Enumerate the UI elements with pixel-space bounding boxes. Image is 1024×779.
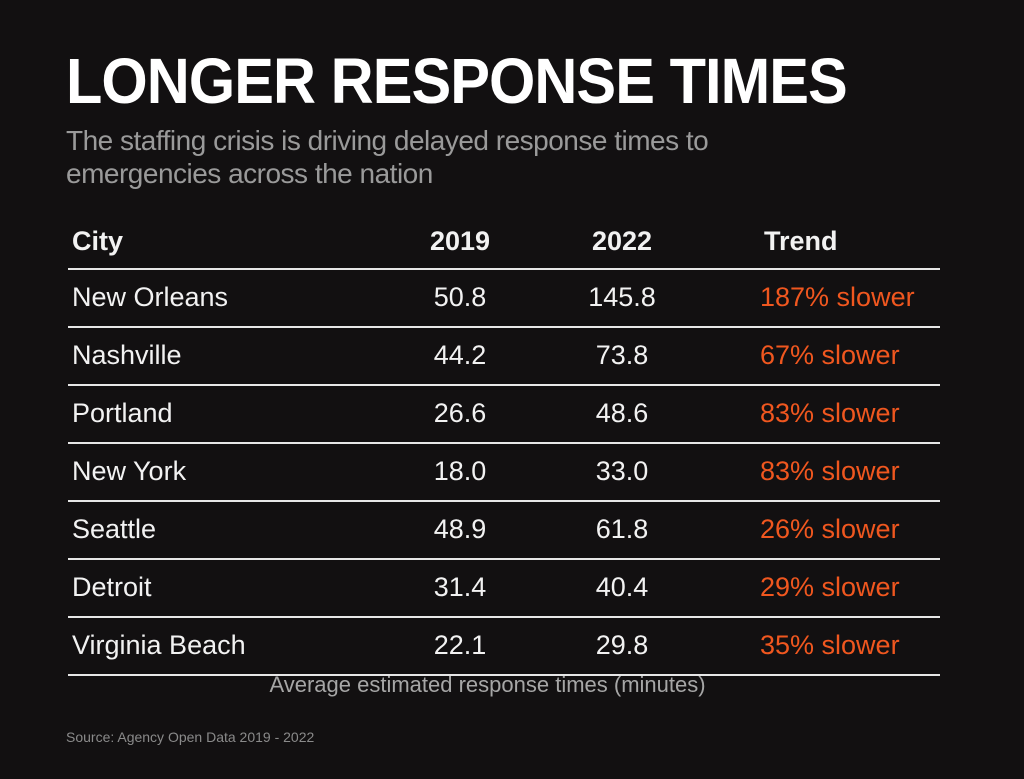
table-row: Nashville 44.2 73.8 67% slower	[68, 328, 940, 386]
table-row: New York 18.0 33.0 83% slower	[68, 444, 940, 502]
page-title: LONGER RESPONSE TIMES	[66, 45, 848, 117]
trend-cell: 67% slower	[760, 340, 900, 370]
table-header: City 2019 2022 Trend	[68, 222, 940, 270]
trend-cell: 35% slower	[760, 630, 900, 660]
trend-cell: 83% slower	[760, 456, 900, 486]
city-cell: Detroit	[72, 572, 152, 602]
city-cell: Nashville	[72, 340, 182, 370]
trend-cell: 187% slower	[760, 282, 915, 312]
table-row: Detroit 31.4 40.4 29% slower	[68, 560, 940, 618]
header-trend: Trend	[764, 226, 838, 256]
table-row: Portland 26.6 48.6 83% slower	[68, 386, 940, 444]
source-note: Source: Agency Open Data 2019 - 2022	[66, 729, 315, 745]
response-times-table: City 2019 2022 Trend New Orleans 50.8 145.…	[68, 222, 940, 676]
city-cell: Portland	[72, 398, 173, 428]
header-city: City	[72, 226, 124, 256]
city-cell: New York	[72, 456, 187, 486]
trend-cell: 29% slower	[760, 572, 900, 602]
subtitle: The staffing crisis is driving delayed r…	[66, 125, 709, 189]
table-row: Virginia Beach 22.1 29.8 35% slower	[68, 618, 940, 676]
trend-cell: 26% slower	[760, 514, 900, 544]
table-caption: Average estimated response times (minute…	[269, 672, 706, 697]
table-row: New Orleans 50.8 145.8 187% slower	[68, 270, 940, 328]
city-cell: New Orleans	[72, 282, 229, 312]
trend-cell: 83% slower	[760, 398, 900, 428]
city-cell: Virginia Beach	[72, 630, 246, 660]
table-row: Seattle 48.9 61.8 26% slower	[68, 502, 940, 560]
city-cell: Seattle	[72, 514, 157, 544]
